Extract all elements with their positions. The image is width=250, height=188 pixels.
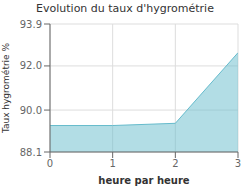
svg-text:0: 0: [47, 158, 53, 169]
svg-text:90.0: 90.0: [20, 105, 42, 116]
svg-text:92.0: 92.0: [20, 60, 42, 71]
svg-text:3: 3: [235, 158, 241, 169]
svg-text:2: 2: [172, 158, 178, 169]
html-text:Evolution du taux d'hygrométri: Evolution du taux d'hygrométrie: [36, 2, 214, 15]
svg-text:1: 1: [109, 158, 115, 169]
svg-text:93.9: 93.9: [20, 19, 42, 30]
svg-text:88.1: 88.1: [20, 147, 42, 158]
svg-text:heure par heure: heure par heure: [98, 175, 189, 186]
svg-text:Taux hygrométrie %: Taux hygrométrie %: [8, 42, 11, 134]
